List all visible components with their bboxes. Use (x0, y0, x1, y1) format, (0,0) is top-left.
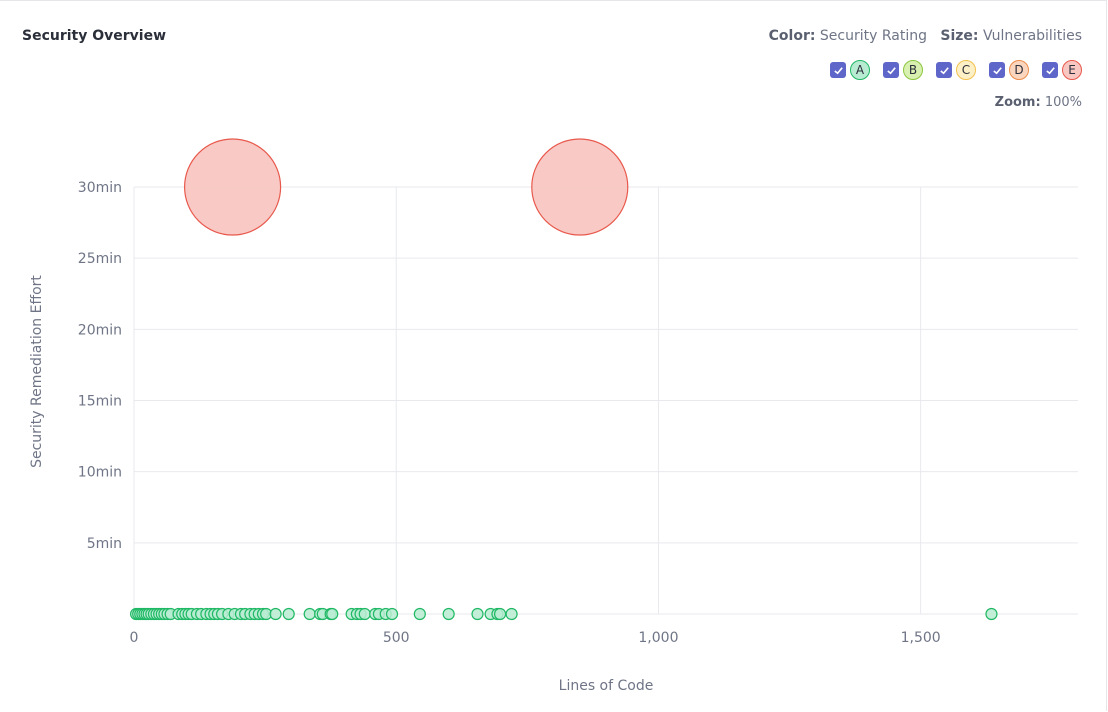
y-tick-label: 10min (78, 465, 122, 481)
rating-badge-d: D (1009, 60, 1029, 80)
bubble-rating-a[interactable] (505, 607, 518, 621)
rating-filter-b[interactable]: B (883, 60, 923, 80)
y-tick-label: 15min (78, 394, 122, 410)
y-tick-label: 5min (87, 536, 122, 552)
y-axis-ticks: 5min 10min 15min 20min 25min 30min (78, 180, 122, 552)
x-axis-label: Lines of Code (559, 678, 654, 694)
bubble-rating-a[interactable] (385, 607, 399, 621)
bubble-rating-e[interactable] (183, 138, 282, 236)
checkbox-a[interactable] (830, 62, 846, 78)
zoom-value: 100% (1044, 95, 1082, 110)
y-tick-label: 30min (78, 180, 122, 196)
bubble-rating-a[interactable] (269, 607, 282, 621)
chart-title: Security Overview (22, 28, 167, 44)
rating-badge-c: C (956, 60, 976, 80)
size-value: Vulnerabilities (982, 28, 1082, 44)
bubble-rating-a[interactable] (985, 607, 998, 621)
zoom-label: Zoom: (994, 95, 1041, 110)
rating-filter-d[interactable]: D (989, 60, 1029, 80)
check-icon (1045, 66, 1055, 74)
bubble-rating-a[interactable] (442, 607, 455, 621)
x-tick-label: 0 (130, 630, 139, 646)
rating-filter-e[interactable]: E (1042, 60, 1082, 80)
rating-badge-b: B (903, 60, 923, 80)
rating-badge-a: A (850, 60, 870, 80)
check-icon (992, 66, 1002, 74)
rating-badge-e: E (1062, 60, 1082, 80)
y-tick-label: 20min (78, 322, 122, 338)
legend-description: Color: Security Rating Size: Vulnerabili… (769, 28, 1082, 44)
rating-filter-c[interactable]: C (936, 60, 976, 80)
bubble-rating-a[interactable] (303, 607, 316, 621)
bubble-rating-a[interactable] (282, 607, 295, 621)
y-tick-label: 25min (78, 251, 122, 267)
checkbox-b[interactable] (883, 62, 899, 78)
grid-lines (133, 186, 1078, 615)
size-label: Size: (940, 28, 979, 44)
x-axis-ticks: 0 500 1,000 1,500 (130, 630, 941, 646)
bubble-rating-e[interactable] (531, 138, 629, 236)
x-tick-label: 1,500 (901, 630, 941, 646)
bubble-rating-a[interactable] (471, 607, 484, 621)
y-axis-label: Security Remediation Effort (29, 275, 45, 468)
rating-filter-a[interactable]: A (830, 60, 870, 80)
check-icon (833, 66, 843, 74)
bubble-rating-a[interactable] (493, 607, 507, 621)
color-label: Color: (768, 28, 816, 44)
check-icon (939, 66, 949, 74)
bubble-rating-a[interactable] (413, 607, 426, 621)
bubbles (129, 138, 998, 621)
bubble-rating-a[interactable] (358, 607, 371, 621)
zoom-indicator: Zoom: 100% (995, 95, 1082, 110)
rating-filters: A B C D E (830, 60, 1082, 80)
color-value: Security Rating (819, 28, 927, 44)
bubble-rating-a[interactable] (326, 607, 339, 621)
checkbox-c[interactable] (936, 62, 952, 78)
x-tick-label: 1,000 (638, 630, 678, 646)
checkbox-e[interactable] (1042, 62, 1058, 78)
check-icon (886, 66, 896, 74)
checkbox-d[interactable] (989, 62, 1005, 78)
x-tick-label: 500 (383, 630, 410, 646)
